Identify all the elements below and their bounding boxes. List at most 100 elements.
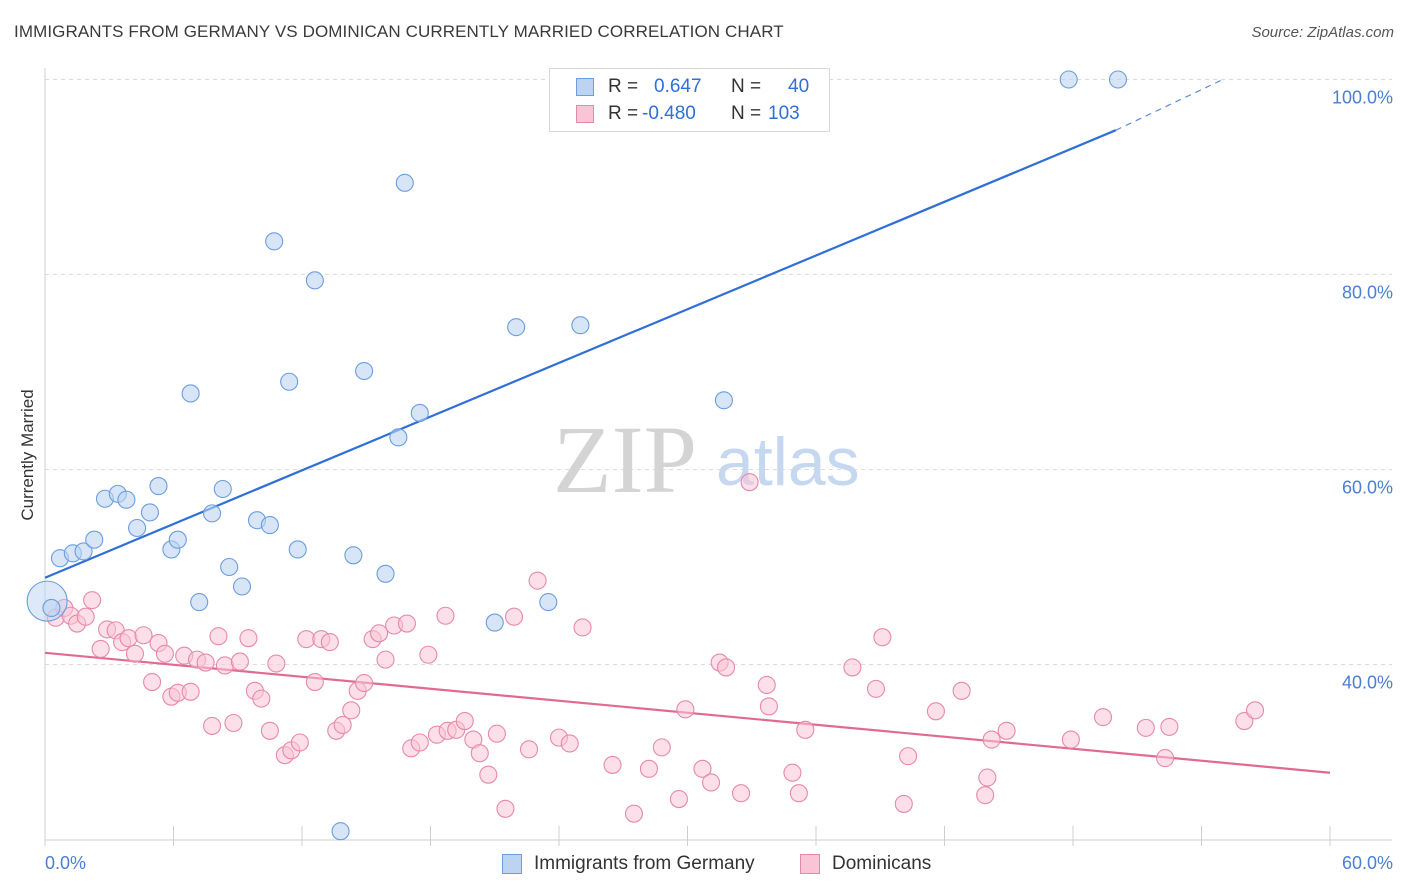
y-tick-label: 100.0% [1332, 88, 1393, 108]
dominicans-point [528, 571, 547, 590]
r-value: -0.480 [642, 103, 696, 124]
germany-point [344, 546, 363, 565]
dominicans-point [978, 768, 997, 787]
dominicans-point [759, 697, 778, 716]
dominicans-point [652, 738, 671, 757]
dominicans-point [224, 713, 243, 733]
germany-point [74, 542, 93, 561]
dominicans-point [419, 645, 438, 664]
dominicans-point [843, 658, 862, 677]
grid-lines [45, 79, 1392, 665]
dominicans-point [757, 675, 776, 695]
germany-point [203, 504, 222, 523]
dominicans-point [952, 681, 971, 700]
x-tick-label: 0.0% [45, 853, 86, 873]
germany-point [232, 577, 252, 596]
dominicans-point [504, 607, 524, 626]
legend-item-germany[interactable]: Immigrants from Germany [502, 852, 782, 876]
n-label: N = [731, 76, 762, 97]
dominicans-point [976, 786, 995, 805]
dominicans-point [873, 628, 892, 647]
dominicans-point [215, 656, 234, 675]
germany-point [128, 518, 147, 538]
dominicans-point [305, 672, 324, 692]
dominicans-point [639, 759, 659, 778]
dominicans-point [1235, 711, 1254, 731]
dominicans-point [196, 653, 215, 672]
dominicans-point [267, 654, 286, 673]
germany-point [220, 557, 239, 577]
legend-item-dominicans[interactable]: Dominicans [800, 852, 960, 876]
dominicans-point [355, 673, 374, 693]
dominicans-point [789, 784, 808, 803]
germany-point [149, 477, 168, 496]
y-tick-label: 60.0% [1342, 478, 1393, 498]
dominicans-point [333, 715, 352, 735]
dominicans-point [76, 607, 95, 626]
germany-point [190, 593, 209, 612]
dominicans-point [519, 740, 539, 759]
dominicans-point [155, 644, 174, 663]
germany-point [85, 530, 104, 549]
dominicans-point [1245, 701, 1265, 720]
dominicans-point [573, 618, 592, 637]
dominicans-point [436, 606, 455, 625]
dominicans-point [624, 804, 644, 823]
dominicans-point [290, 733, 309, 752]
dominicans-point [230, 652, 249, 671]
dominicans-point [676, 700, 695, 719]
r-label: R = [608, 76, 639, 97]
germany-point [395, 173, 414, 192]
dominicans-point [209, 627, 228, 646]
dominicans-point [982, 730, 1001, 749]
germany-point [376, 564, 395, 583]
dominicans-point [997, 721, 1016, 740]
source-label: Source: ZipAtlas.com [1251, 24, 1394, 41]
dominicans-point [702, 773, 721, 792]
dominicans-point [397, 614, 416, 633]
germany-point [1108, 70, 1128, 89]
dominicans-point [866, 679, 886, 698]
chart-title: IMMIGRANTS FROM GERMANY VS DOMINICAN CUR… [14, 22, 784, 41]
germany-trend-line [44, 129, 1117, 579]
germany-swatch [502, 854, 522, 874]
dominicans-point [560, 734, 579, 753]
dominicans-point [479, 765, 498, 784]
dominicans-point [252, 689, 271, 708]
germany-point [507, 318, 526, 337]
series-legend: Immigrants from Germany Dominicans [0, 852, 1406, 876]
dominicans-point [455, 711, 474, 731]
germany-points [26, 70, 1128, 841]
dominicans-point [1136, 718, 1155, 737]
dominicans-point [1156, 749, 1175, 768]
dominicans-points [46, 473, 1265, 823]
axes [44, 68, 1392, 846]
dominicans-point [487, 724, 506, 743]
dominicans-point [693, 759, 712, 778]
legend-row-germany: R = 0.647 N = 40 [550, 74, 829, 100]
dominicans-point [370, 624, 389, 643]
correlation-legend: R = 0.647 N = 40 R = -0.480 N = 103 [549, 68, 830, 132]
n-value: 103 [768, 103, 800, 124]
dominicans-point [203, 716, 222, 735]
germany-point [117, 490, 136, 509]
dominicans-point [783, 763, 802, 782]
dominicans-swatch [800, 854, 820, 874]
dominicans-point [260, 721, 279, 740]
germany-point [331, 822, 350, 841]
germany-point [485, 613, 504, 632]
dominicans-point [603, 755, 622, 774]
dominicans-point [669, 789, 688, 809]
dominicans-point [342, 701, 361, 720]
dominicans-swatch [576, 105, 594, 123]
x-tick-label: 60.0% [1342, 853, 1393, 873]
germany-point [1059, 70, 1078, 89]
dominicans-point [470, 744, 489, 763]
germany-point [571, 316, 590, 335]
dominicans-point [239, 629, 258, 648]
germany-point [181, 384, 200, 403]
germany-point [260, 516, 279, 535]
tick-labels: 40.0% 60.0% 80.0% 100.0% 0.0% 60.0% [45, 88, 1393, 874]
germany-point [714, 391, 733, 410]
